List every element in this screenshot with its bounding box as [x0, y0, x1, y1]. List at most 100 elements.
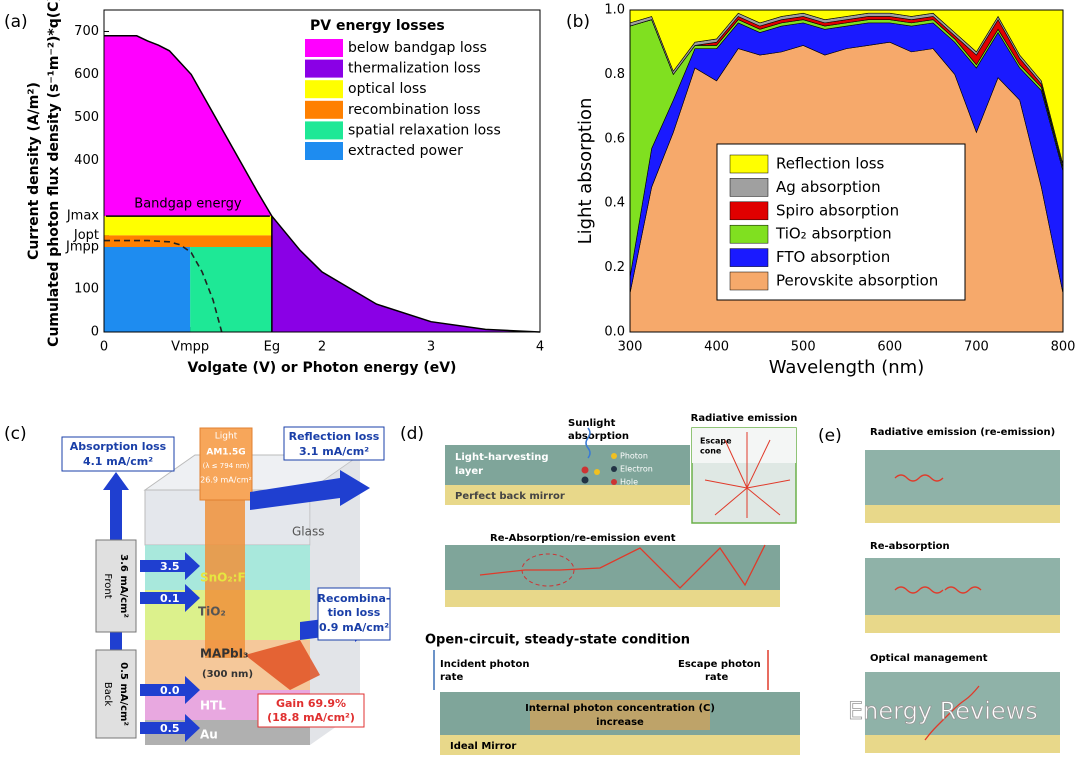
spatial-relaxation-region — [190, 246, 272, 332]
x-tick-label: Vmpp — [171, 340, 209, 355]
y-tick-label: Jmpp — [65, 239, 99, 254]
layer-thickness: (300 nm) — [202, 669, 253, 680]
panel-label: (d) — [400, 424, 424, 444]
legend-label: TiO₂ absorption — [775, 225, 892, 243]
panel-c: (c) Light AM1.5G (λ ≤ 794 nm) 26.9 mA/cm… — [4, 424, 391, 745]
sunlight-label: Sunlight — [568, 418, 616, 429]
escape-label: rate — [705, 672, 728, 683]
mirror — [445, 590, 780, 607]
panel-label: (c) — [4, 424, 27, 444]
legend-title: PV energy losses — [310, 18, 445, 34]
watermark: Energy Reviews — [848, 697, 1038, 725]
mirror-label: Perfect back mirror — [455, 491, 565, 502]
front-label: Front — [102, 573, 113, 598]
legend-swatch — [729, 248, 769, 267]
light-label: 26.9 mA/cm² — [200, 476, 252, 485]
x-axis-label: Wavelength (nm) — [769, 357, 925, 378]
layer-value: 3.5 — [160, 560, 180, 573]
emission-rays — [704, 432, 791, 518]
absorption-loss: Absorption loss — [70, 440, 167, 453]
layer-name: MAPbI₃ — [200, 647, 248, 661]
condition-label: Open-circuit, steady-state condition — [425, 633, 690, 648]
incident-label: Incident photon — [440, 659, 529, 670]
legend-swatch — [305, 100, 343, 119]
x-axis-label: Volgate (V) or Photon energy (eV) — [188, 360, 457, 376]
mirror — [440, 735, 800, 755]
back-value: 0.5 mA/cm² — [118, 662, 129, 726]
recombination-loss: Recombina- — [318, 592, 391, 605]
legend-swatch — [305, 142, 343, 160]
y-tick-label: 400 — [74, 153, 99, 168]
x-tick-label: 500 — [791, 340, 816, 355]
plot-frame — [629, 9, 1064, 333]
slab — [865, 672, 1060, 735]
y-tick-label: Jopt — [73, 228, 99, 243]
panel-label: (b) — [566, 12, 590, 32]
legend-swatch — [305, 59, 343, 78]
recombination-loss: tion loss — [328, 606, 381, 619]
light-label: AM1.5G — [206, 448, 245, 458]
light-beam — [205, 498, 245, 658]
incident-label: rate — [440, 672, 463, 683]
x-tick-label: 700 — [964, 340, 989, 355]
x-tick-label: Eg — [264, 340, 280, 355]
electron-key — [611, 466, 617, 472]
photon-key — [611, 453, 617, 459]
panel-e: (e) Radiative emission (re-emission) Re-… — [818, 426, 1060, 753]
panel-d: (d) Light-harvesting layer Perfect back … — [400, 413, 800, 755]
panel-title: Radiative emission (re-emission) — [870, 427, 1055, 438]
concentration-label: Internal photon concentration (C) — [525, 703, 715, 714]
gain: (18.8 mA/cm²) — [267, 711, 355, 724]
layer-label: Light-harvesting — [455, 452, 549, 463]
reabsorption-label: Re-Absorption/re-emission event — [490, 533, 676, 544]
below-bandgap-region — [104, 35, 272, 217]
escape-cone-label: Escape — [700, 437, 732, 446]
light-box — [199, 427, 253, 501]
y-tick-label: 500 — [74, 110, 99, 125]
recombination-box — [317, 587, 391, 641]
legend-swatch — [729, 271, 769, 291]
reflection-arrow — [250, 470, 370, 510]
y-tick-label: 0.8 — [604, 67, 625, 82]
loss-arrow — [140, 552, 200, 580]
sunlight-label: absorption — [568, 431, 629, 442]
x-tick-label: 600 — [877, 340, 902, 355]
y-tick-label: 0.2 — [604, 260, 625, 275]
loss-arrow — [140, 714, 200, 742]
layer-label: layer — [455, 466, 483, 477]
particle-label: Hole — [620, 478, 638, 487]
radiative-label: Radiative emission — [691, 413, 798, 424]
layer-name: SnO₂:F — [200, 571, 246, 585]
x-tick-label: 0 — [100, 340, 108, 355]
annotation: Bandgap energy — [134, 197, 242, 212]
particle-label: Photon — [620, 452, 648, 461]
mirror — [445, 485, 690, 505]
sunlight-wave — [585, 427, 591, 459]
flux-curve — [104, 35, 541, 333]
y-tick-label: 1.0 — [604, 3, 625, 18]
panel-b: 300 400 500 600 700 800 0.0 0.2 0.4 0.6 0.8 1.0 Pero… — [566, 3, 1075, 379]
concentration-label: increase — [596, 717, 644, 728]
y-tick-label: 0.4 — [604, 196, 625, 211]
x-tick-label: 2 — [318, 340, 326, 355]
absorption-loss-box — [61, 436, 175, 472]
y-tick-label: 0 — [91, 325, 99, 340]
legend-label: thermalization loss — [348, 61, 481, 77]
legend-swatch — [305, 80, 343, 99]
y-axis-label: Current density (A/m²) — [26, 82, 42, 260]
legend-label: FTO absorption — [776, 248, 890, 266]
x-tick-label: 800 — [1051, 340, 1076, 355]
layer-value: 0.5 — [160, 722, 180, 735]
legend-label: Spiro absorption — [776, 201, 899, 219]
recombination-loss: 0.9 mA/cm² — [319, 621, 389, 634]
jv-curve — [104, 239, 223, 333]
plot-frame — [103, 9, 541, 333]
light-label: (λ ≤ 794 nm) — [203, 462, 250, 470]
gain-arrow — [245, 640, 320, 690]
panel-label: (e) — [818, 426, 842, 446]
slab — [865, 450, 1060, 505]
layer-name: Glass — [292, 525, 325, 539]
mirror — [865, 505, 1060, 523]
loss-arrow — [140, 584, 200, 612]
hole — [581, 466, 589, 474]
